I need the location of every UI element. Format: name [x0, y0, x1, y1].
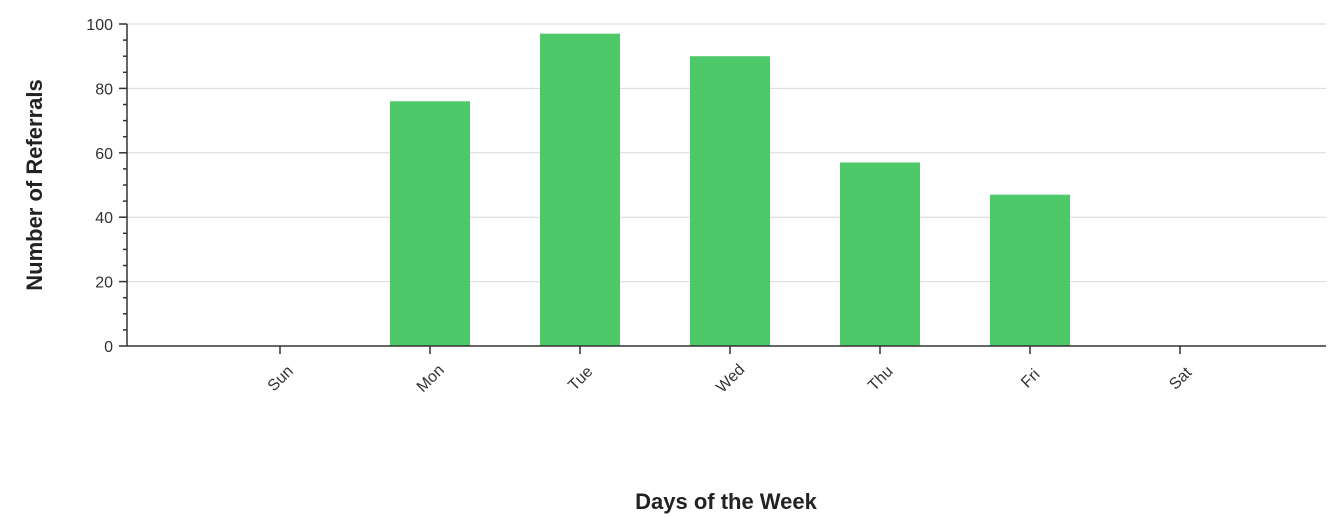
x-tick-label: Sun [265, 363, 297, 395]
x-axis-ticks: Sun Mon Tue Wed Thu Fri Sat [265, 346, 1196, 396]
y-tick-label: 20 [95, 275, 113, 292]
y-tick-label: 60 [95, 146, 113, 163]
y-axis-title: Number of Referrals [22, 79, 47, 291]
bar-fri [990, 194, 1070, 346]
y-tick-label: 80 [95, 81, 113, 98]
x-tick-label: Sat [1166, 364, 1195, 393]
y-tick-label: 100 [86, 17, 113, 34]
bar-wed [690, 56, 770, 346]
bar-mon [390, 101, 470, 346]
bar-thu [840, 162, 920, 346]
x-tick-label: Wed [713, 361, 748, 396]
x-axis-title: Days of the Week [635, 489, 818, 514]
bar-tue [540, 33, 620, 346]
y-axis-ticks: 0 20 40 60 80 100 [86, 17, 127, 356]
x-tick-label: Fri [1018, 366, 1043, 391]
x-tick-label: Thu [865, 363, 897, 395]
y-tick-label: 0 [104, 339, 113, 356]
bar-series [390, 33, 1070, 346]
y-tick-label: 40 [95, 210, 113, 227]
x-tick-label: Mon [414, 362, 448, 396]
x-tick-label: Tue [565, 363, 596, 394]
